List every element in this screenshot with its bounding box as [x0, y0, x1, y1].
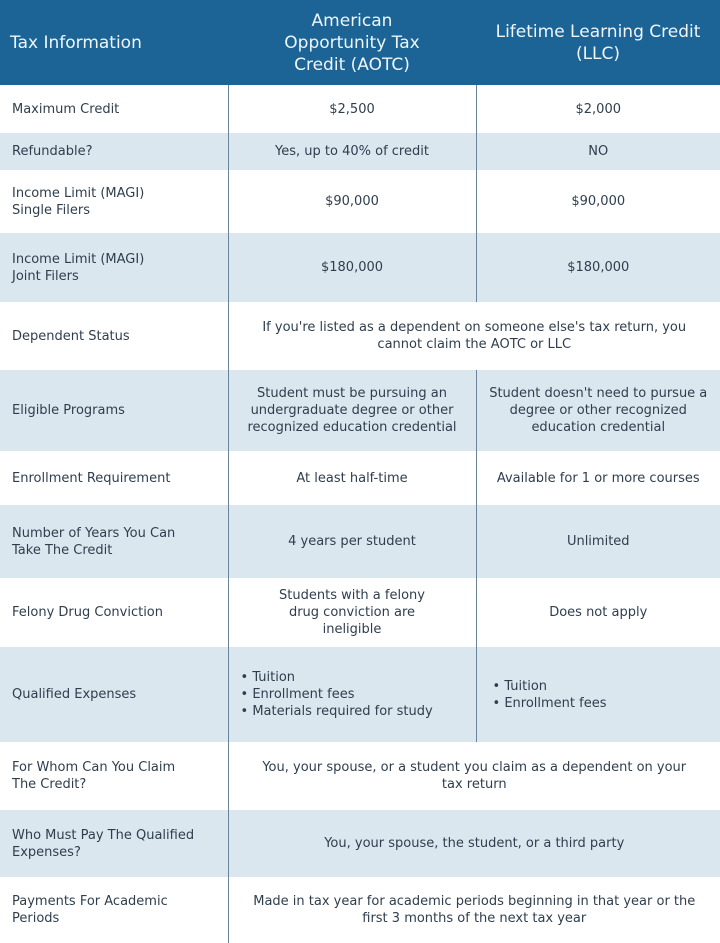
row-label: Dependent Status — [12, 328, 130, 344]
llc-value: $180,000 — [475, 233, 720, 302]
list-item: Tuition — [241, 669, 468, 686]
llc-expense-list: Tuition Enrollment fees — [493, 678, 713, 712]
shared-value: You, your spouse, the student, or a thir… — [227, 810, 720, 877]
table-row: For Whom Can You Claim The Credit? You, … — [0, 742, 720, 810]
table-row: Refundable? Yes, up to 40% of credit NO — [0, 133, 720, 170]
row-label: Payments For Academic Periods — [12, 894, 168, 926]
row-label: Income Limit (MAGI) Single Filers — [12, 185, 145, 218]
list-item: Enrollment fees — [241, 686, 468, 703]
header-llc: Lifetime Learning Credit (LLC) — [476, 0, 720, 85]
aotc-value: Yes, up to 40% of credit — [227, 133, 476, 170]
llc-value: Available for 1 or more courses — [475, 451, 720, 505]
llc-value: $90,000 — [475, 170, 720, 233]
list-item: Enrollment fees — [493, 695, 713, 712]
shared-value: You, your spouse, or a student you claim… — [227, 742, 720, 810]
row-label: Enrollment Requirement — [12, 470, 171, 486]
aotc-value: At least half-time — [227, 451, 476, 505]
aotc-value: $180,000 — [227, 233, 476, 302]
llc-value: Student doesn't need to pursue a degree … — [475, 370, 720, 451]
table-row: Number of Years You Can Take The Credit … — [0, 505, 720, 578]
table-row: Who Must Pay The Qualified Expenses? You… — [0, 810, 720, 877]
table-row: Dependent Status If you're listed as a d… — [0, 302, 720, 370]
table-row: Maximum Credit $2,500 $2,000 — [0, 85, 720, 133]
aotc-value: 4 years per student — [227, 505, 476, 578]
llc-value: NO — [475, 133, 720, 170]
table-row: Qualified Expenses Tuition Enrollment fe… — [0, 647, 720, 742]
row-label: Income Limit (MAGI) Joint Filers — [0, 233, 228, 302]
header-row: Tax Information American Opportunity Tax… — [0, 0, 720, 85]
table-row: Enrollment Requirement At least half-tim… — [0, 451, 720, 505]
row-label: Maximum Credit — [12, 101, 120, 117]
row-label: Eligible Programs — [0, 370, 228, 451]
llc-value: Unlimited — [475, 505, 720, 578]
aotc-expense-list: Tuition Enrollment fees Materials requir… — [241, 669, 468, 720]
header-aotc: American Opportunity Tax Credit (AOTC) — [228, 0, 476, 85]
llc-value: Tuition Enrollment fees — [475, 647, 720, 742]
shared-value: Made in tax year for academic periods be… — [227, 877, 720, 943]
table-row: Eligible Programs Student must be pursui… — [0, 370, 720, 451]
row-label: Felony Drug Conviction — [12, 605, 163, 620]
row-label: Refundable? — [0, 133, 228, 170]
row-label: Number of Years You Can Take The Credit — [0, 505, 228, 578]
row-label: Who Must Pay The Qualified Expenses? — [0, 810, 228, 877]
shared-value: If you're listed as a dependent on someo… — [227, 302, 720, 370]
table-row: Payments For Academic Periods Made in ta… — [0, 877, 720, 943]
aotc-value: Student must be pursuing an undergraduat… — [227, 370, 476, 451]
aotc-value: $90,000 — [227, 170, 476, 233]
aotc-value: Tuition Enrollment fees Materials requir… — [227, 647, 476, 742]
table-row: Income Limit (MAGI) Joint Filers $180,00… — [0, 233, 720, 302]
list-item: Tuition — [493, 678, 713, 695]
header-tax-information: Tax Information — [0, 0, 228, 85]
row-label: Qualified Expenses — [0, 647, 228, 742]
table-row: Income Limit (MAGI) Single Filers $90,00… — [0, 170, 720, 233]
llc-value: Does not apply — [475, 578, 720, 647]
aotc-value: $2,500 — [227, 85, 476, 133]
table-row: Felony Drug Conviction Students with a f… — [0, 578, 720, 647]
aotc-value: Students with a felony drug conviction a… — [227, 578, 476, 647]
row-label: For Whom Can You Claim The Credit? — [12, 760, 176, 792]
list-item: Materials required for study — [241, 703, 468, 720]
llc-value: $2,000 — [475, 85, 720, 133]
